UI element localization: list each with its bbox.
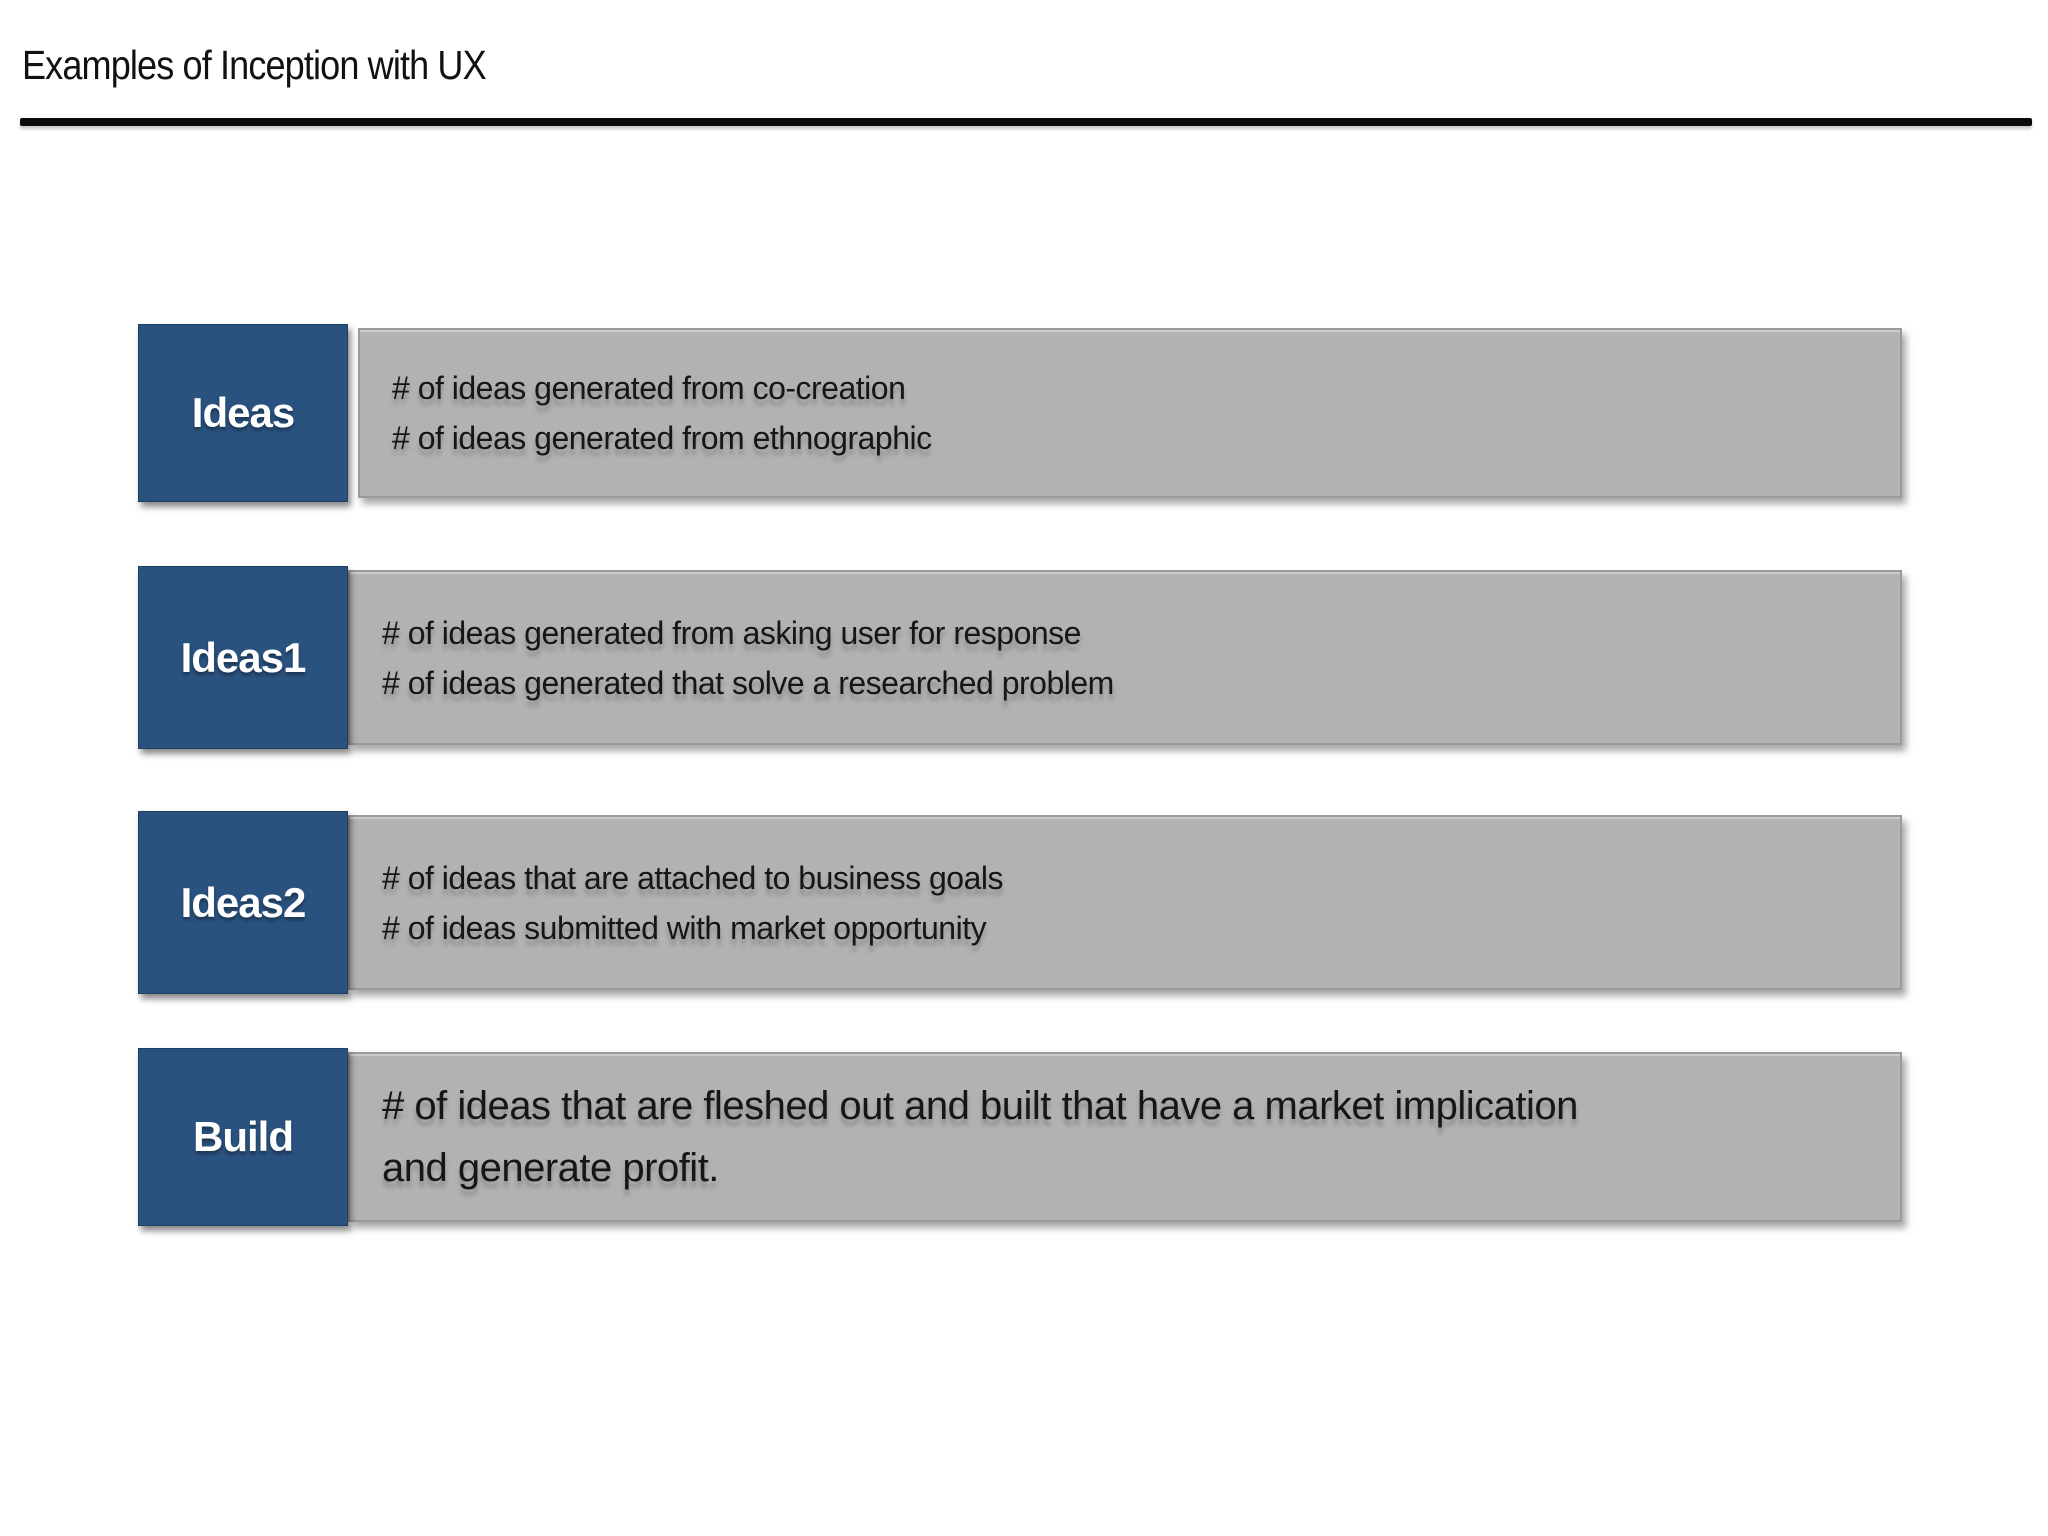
metric-line: # of ideas generated from ethnographic [392,420,932,456]
metric-line: # of ideas generated from co-creation [392,370,906,406]
stage-metrics-ideas: # of ideas generated from co-creation # … [358,328,1902,498]
stage-metrics-ideas1: # of ideas generated from asking user fo… [348,570,1902,745]
process-row-ideas1: Ideas1 # of ideas generated from asking … [138,566,1902,749]
process-row-ideas2: Ideas2 # of ideas that are attached to b… [138,811,1902,994]
metric-line: # of ideas that are fleshed out and buil… [382,1084,1578,1128]
metric-line: # of ideas that are attached to business… [382,859,1003,896]
stage-label-ideas1: Ideas1 [138,566,348,749]
metric-line: # of ideas submitted with market opportu… [382,909,987,946]
metric-line: and generate profit. [382,1146,719,1190]
stage-label-ideas: Ideas [138,324,348,502]
process-row-build: Build # of ideas that are fleshed out an… [138,1048,1902,1226]
stage-metrics-ideas2: # of ideas that are attached to business… [348,815,1902,990]
stage-label-build: Build [138,1048,348,1226]
process-row-ideas: Ideas # of ideas generated from co-creat… [138,324,1902,502]
stage-label-ideas2: Ideas2 [138,811,348,994]
metric-line: # of ideas generated from asking user fo… [382,614,1081,651]
metric-line: # of ideas generated that solve a resear… [382,664,1114,701]
stage-metrics-build: # of ideas that are fleshed out and buil… [348,1052,1902,1222]
title-divider-rule [20,118,2032,126]
page-title: Examples of Inception with UX [22,42,487,88]
